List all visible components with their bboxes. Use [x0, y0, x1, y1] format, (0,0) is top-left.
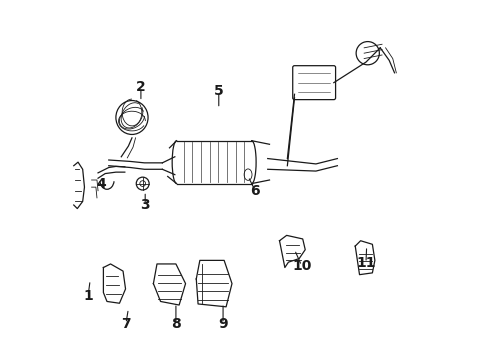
Polygon shape	[153, 264, 185, 305]
Text: 8: 8	[171, 316, 181, 330]
Text: 5: 5	[213, 84, 223, 98]
Polygon shape	[354, 241, 374, 275]
Text: 6: 6	[250, 184, 260, 198]
Polygon shape	[196, 260, 231, 307]
Polygon shape	[103, 264, 125, 303]
Text: 2: 2	[136, 80, 145, 94]
Text: 1: 1	[83, 289, 93, 303]
Text: 4: 4	[96, 176, 105, 190]
Text: 9: 9	[218, 316, 227, 330]
Text: 10: 10	[291, 259, 311, 273]
Text: 11: 11	[355, 256, 375, 270]
Text: 7: 7	[121, 316, 130, 330]
Polygon shape	[279, 235, 305, 267]
Text: 3: 3	[140, 198, 150, 212]
